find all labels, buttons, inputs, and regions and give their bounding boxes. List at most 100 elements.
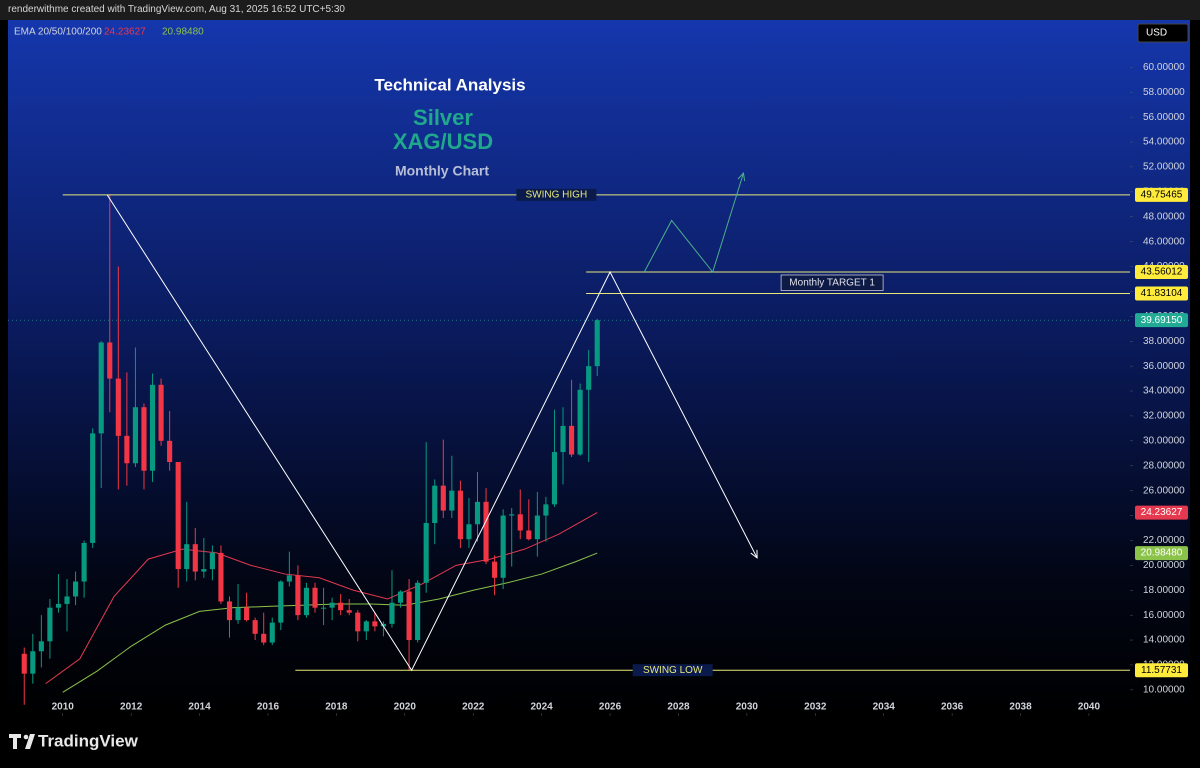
level-price-tag-bg: [1135, 265, 1188, 280]
y-tick-label: 14.00000: [1143, 635, 1185, 646]
projection-path-arrowhead: [737, 172, 746, 182]
ema-price-tag-bg: [1135, 546, 1188, 561]
x-tick-label: 2018: [325, 702, 348, 713]
candle-body: [423, 523, 429, 583]
candle-body: [551, 452, 558, 505]
ema-price-tag-bg: [1135, 505, 1188, 520]
x-tick-label: 2010: [52, 702, 75, 713]
candle-body: [440, 485, 446, 511]
candle-body: [218, 552, 224, 602]
candle-body: [586, 366, 592, 390]
x-tick-label: 2032: [804, 702, 827, 713]
footer: TradingView: [0, 720, 1200, 763]
level-name: SWING HIGH: [526, 190, 588, 201]
candle-body: [158, 384, 164, 441]
candle-body: [500, 515, 506, 578]
x-tick-label: 2034: [873, 702, 896, 713]
y-tick-label: 54.00000: [1143, 137, 1185, 148]
ema-legend-value: 24.23627: [104, 27, 146, 38]
candle-body: [492, 561, 498, 578]
candle-body: [474, 501, 481, 525]
indicator-label: EMA 20/50/100/200: [14, 27, 102, 38]
level-price-tag: 43.56012: [1141, 267, 1183, 278]
symbol-name: Silver: [413, 105, 473, 130]
brand: TradingView: [38, 731, 139, 750]
level-label-bg: [632, 664, 713, 677]
candle-body: [244, 607, 250, 621]
y-tick-label: 26.00000: [1143, 485, 1185, 496]
candle-body: [30, 651, 36, 674]
candle-body: [269, 622, 275, 643]
candle-body: [329, 602, 335, 608]
y-tick-label: 22.00000: [1143, 535, 1185, 546]
candle-body: [534, 515, 540, 540]
candle-body: [560, 425, 566, 453]
candle-body: [261, 633, 267, 643]
candle-body: [226, 601, 233, 621]
target-label: Monthly TARGET 1: [789, 277, 875, 288]
x-tick-label: 2028: [667, 702, 690, 713]
y-tick-label: 36.00000: [1143, 361, 1185, 372]
y-tick-label: 28.00000: [1143, 460, 1185, 471]
trend-path-arrowhead: [750, 549, 758, 559]
y-tick-label: 18.00000: [1143, 585, 1185, 596]
level-price-tag: 11.57731: [1141, 665, 1182, 676]
ema-legend-value: 20.98480: [162, 27, 204, 38]
candle-body: [466, 524, 472, 540]
y-tick-label: 52.00000: [1143, 162, 1185, 173]
last-price-tag-bg: [1135, 313, 1188, 328]
candle-body: [90, 433, 96, 543]
candle-body: [141, 407, 147, 471]
candle-body: [38, 641, 44, 652]
candle-body: [47, 607, 53, 642]
candle-body: [81, 542, 87, 582]
y-tick-label: 32.00000: [1143, 411, 1185, 422]
x-tick-label: 2036: [941, 702, 964, 713]
x-tick-label: 2040: [1078, 702, 1101, 713]
target-box: [780, 274, 884, 291]
x-tick-label: 2020: [394, 702, 417, 713]
symbol: XAG/USD: [393, 129, 493, 154]
candle-body: [149, 384, 156, 471]
candle-body: [346, 610, 352, 613]
y-tick-label: 16.00000: [1143, 610, 1185, 621]
footer-logo: TradingView: [9, 731, 139, 750]
y-tick-label: 58.00000: [1143, 87, 1185, 98]
y-tick-label: 30.00000: [1143, 435, 1185, 446]
candle-body: [543, 504, 549, 516]
y-tick-label: 48.00000: [1143, 211, 1185, 222]
candle-body: [132, 407, 138, 464]
candle-body: [115, 378, 121, 436]
x-tick-label: 2026: [599, 702, 622, 713]
candle-body: [303, 587, 310, 616]
candle-body: [594, 320, 600, 367]
projection-path: [643, 172, 744, 274]
candle-body: [457, 490, 463, 540]
currency-box: [1137, 23, 1189, 43]
candle-body: [432, 485, 438, 524]
currency: USD: [1146, 28, 1167, 39]
y-tick-label: 34.00000: [1143, 386, 1185, 397]
plot-background: [8, 20, 1190, 716]
candle-body: [509, 514, 515, 516]
candle-body: [406, 591, 412, 641]
y-tick-label: 46.00000: [1143, 236, 1185, 247]
candle-body: [107, 342, 113, 379]
y-tick-label: 56.00000: [1143, 112, 1185, 123]
candle-body: [124, 435, 130, 464]
candle-body: [389, 602, 395, 624]
candle-body: [526, 530, 532, 540]
x-tick-label: 2022: [462, 702, 485, 713]
candle-body: [175, 462, 181, 570]
candle-body: [184, 544, 190, 570]
candle-body: [167, 440, 173, 463]
y-tick-label: 60.00000: [1143, 62, 1185, 73]
candle-body: [295, 575, 301, 616]
x-tick-label: 2014: [188, 702, 211, 713]
candle-body: [338, 602, 344, 611]
candle-body: [252, 620, 258, 634]
trend-path: [106, 194, 758, 672]
level-price-tag: 41.83104: [1141, 288, 1183, 299]
chart: 10.0000012.0000014.0000016.0000018.00000…: [8, 20, 1190, 716]
ema-price-tag: 24.23627: [1141, 507, 1183, 518]
